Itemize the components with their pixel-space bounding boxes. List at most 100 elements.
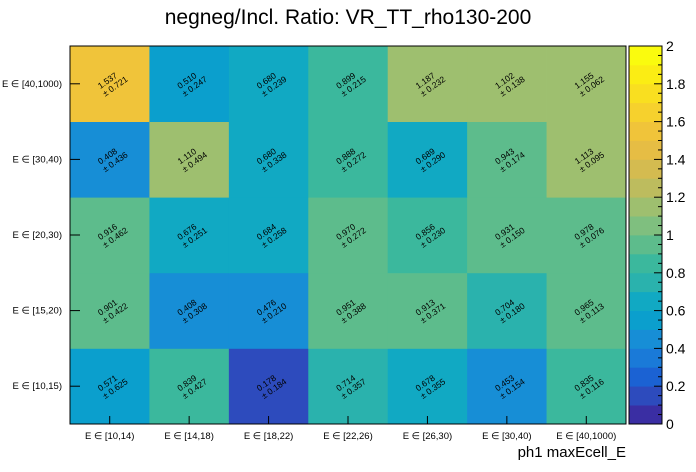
y-tick-label: E ∈ [20,30) [13,230,62,241]
heatmap-cell: 0.453± 0.154 [467,348,547,425]
cell-rect [228,121,309,198]
color-scale-segment [629,46,662,66]
heatmap-cell: 0.901± 0.422 [70,272,150,349]
heatmap-cell: 0.835± 0.116 [546,348,627,425]
cell-rect [308,46,389,122]
heatmap-cell: 1.102± 0.138 [467,46,547,122]
cell-rect [70,272,150,349]
heatmap-cell: 0.571± 0.625 [70,348,150,425]
z-tick-label: 2 [666,38,674,54]
heatmap-cell: 0.689± 0.290 [387,121,468,198]
color-scale-segment [629,197,662,217]
color-scale-segment [629,64,662,85]
heatmap-cell: 1.155± 0.062 [546,46,627,122]
color-scale-segment [629,272,662,293]
heatmap-cell: 0.714± 0.357 [308,348,389,425]
cell-rect [228,46,309,122]
cell-rect [546,197,627,274]
color-scale-bar [628,45,663,425]
x-tick-label: E ∈ [18,22) [244,431,293,442]
cell-rect [149,197,230,274]
z-tick-label: 0.2 [666,378,686,394]
heatmap-cell: 0.965± 0.113 [546,272,627,349]
color-scale-segment [629,216,662,236]
heatmap-cell: 0.704± 0.180 [467,272,547,349]
color-scale-segment [629,235,662,255]
color-scale-segment [629,291,662,311]
color-scale-segment [629,310,662,330]
cell-rect [467,272,547,349]
cell-rect [546,121,627,198]
heatmap-cell: 0.476± 0.210 [228,272,309,349]
cell-rect [467,46,547,122]
z-tick-label: 1.8 [666,76,686,92]
heatmap-cell: 0.678± 0.355 [387,348,468,425]
cell-rect [228,272,309,349]
heatmap-cell: 0.839± 0.427 [149,348,230,425]
cell-rect [70,197,150,274]
y-tick-label: E ∈ [10,15) [13,381,62,392]
cell-rect [149,46,230,122]
color-scale-segment [629,140,662,160]
y-tick-label: E ∈ [30,40) [13,154,62,165]
x-tick-label: E ∈ [22,26) [323,431,372,442]
heatmap-cell: 0.978± 0.076 [546,197,627,274]
heatmap-cell: 0.970± 0.272 [308,197,389,274]
heatmap-cell: 0.676± 0.251 [149,197,230,274]
color-scale-segment [629,405,662,425]
cell-rect [149,348,230,425]
heatmap-cell: 1.110± 0.494 [149,121,230,198]
z-tick-label: 1 [666,227,674,243]
cell-rect [546,348,627,425]
heatmap-cell: 0.916± 0.462 [70,197,150,274]
heatmap-cell: 0.408± 0.308 [149,272,230,349]
cell-rect [467,121,547,198]
cell-rect [387,121,468,198]
heatmap-cell: 0.178± 0.184 [228,348,309,425]
color-scale-segment [629,386,662,406]
heatmap-cell: 0.943± 0.174 [467,121,547,198]
color-scale-ticks: 0 0.2 0.4 0.6 0.8 1 1.2 1.4 1.6 1.8 2 [654,38,686,432]
cell-rect [308,197,389,274]
cell-rect [308,272,389,349]
cell-rect [149,121,230,198]
x-tick-label: E ∈ [30,40) [482,431,531,442]
cell-rect [70,348,150,425]
heatmap-cell: 0.856± 0.230 [387,197,468,274]
heatmap-cell: 1.113± 0.095 [546,121,627,198]
x-axis-label: ph1 maxEcell_E [518,444,626,461]
y-axis-ticks: E ∈ [10,15) E ∈ [15,20) E ∈ [20,30) E ∈ [30… [2,79,80,392]
z-tick-label: 0 [666,416,674,432]
cell-rect [387,46,468,122]
z-tick-label: 0.6 [666,303,686,319]
color-scale-segment [629,159,662,179]
z-tick-label: 1.6 [666,114,686,130]
x-tick-label: E ∈ [10,14) [85,431,134,442]
heatmap-cell: 0.680± 0.338 [228,121,309,198]
cell-rect [228,197,309,274]
chart-title: negneg/Incl. Ratio: VR_TT_rho130-200 [165,6,532,29]
heatmap-cells: 0.571± 0.625 0.839± 0.427 0.178± 0.184 0.71… [70,46,627,425]
cell-rect [149,272,230,349]
heatmap-cell: 0.408± 0.436 [70,121,150,198]
heatmap-cell: 0.888± 0.272 [308,121,389,198]
y-tick-label: E ∈ [40,1000) [2,79,62,90]
cell-rect [546,272,627,349]
color-scale-segment [629,348,662,368]
heatmap-cell: 0.510± 0.247 [149,46,230,122]
heatmap-cell: 0.680± 0.239 [228,46,309,122]
cell-rect [387,197,468,274]
z-tick-label: 1.4 [666,151,686,167]
cell-rect [70,121,150,198]
z-tick-label: 1.2 [666,189,686,205]
heatmap-cell: 1.187± 0.232 [387,46,468,122]
cell-rect [467,197,547,274]
color-scale-segment [629,253,662,274]
color-scale-segment [629,329,662,349]
heatmap-cell: 1.537± 0.721 [70,46,150,122]
cell-rect [70,46,150,122]
heatmap-cell: 0.913± 0.371 [387,272,468,349]
y-tick-label: E ∈ [15,20) [13,306,62,317]
cell-rect [387,272,468,349]
